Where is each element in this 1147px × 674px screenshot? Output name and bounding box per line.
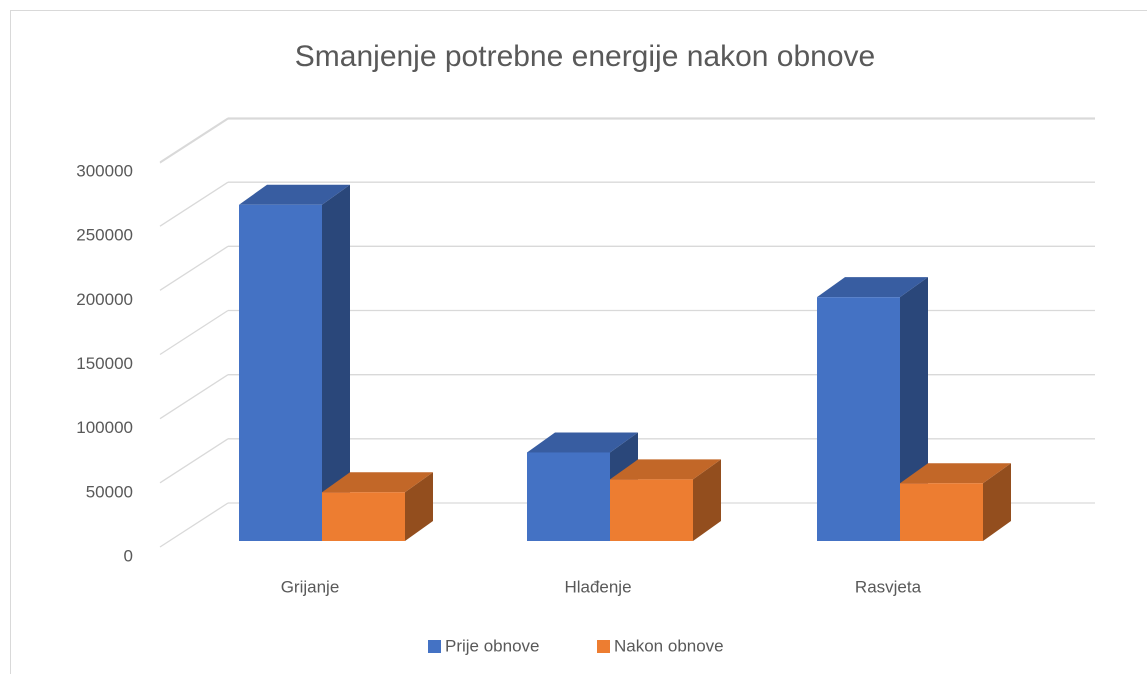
y-tick-label: 200000 [76, 290, 133, 309]
chart-title: Smanjenje potrebne energije nakon obnove [295, 40, 875, 73]
bar-side [405, 472, 433, 541]
x-tick-label: Rasvjeta [855, 577, 922, 596]
bar-top [527, 432, 638, 453]
grid-line-floor [159, 438, 229, 484]
bar-side [322, 184, 350, 541]
bar [817, 297, 900, 541]
bar [322, 492, 405, 541]
x-tick-label: Grijanje [281, 577, 340, 596]
y-tick-label: 100000 [76, 418, 133, 437]
x-tick-label: Hlađenje [564, 577, 631, 596]
y-tick-label: 150000 [76, 354, 133, 373]
grid-line-floor [159, 374, 229, 420]
bar [610, 479, 693, 541]
legend-swatch [597, 640, 610, 653]
bar-top [322, 472, 433, 493]
legend-label: Prije obnove [445, 636, 540, 655]
y-tick-label: 50000 [86, 482, 133, 501]
bar-top [239, 184, 350, 205]
legend-label: Nakon obnove [614, 636, 724, 655]
y-tick-label: 250000 [76, 226, 133, 245]
bar [900, 483, 983, 541]
bar-side [983, 463, 1011, 541]
grid-line-floor [159, 309, 229, 356]
wall-top-edge [159, 118, 229, 164]
bar [239, 204, 322, 541]
bar-top [900, 463, 1011, 484]
bar-top [817, 277, 928, 298]
grid-line-floor [159, 502, 229, 548]
bar-side [693, 459, 721, 541]
bar-top [610, 459, 721, 480]
bar [527, 452, 610, 541]
chart-frame [10, 10, 1147, 674]
y-tick-label: 300000 [76, 161, 133, 180]
grid-line-floor [159, 117, 229, 163]
y-tick-label: 0 [124, 546, 133, 565]
legend-swatch [428, 640, 441, 653]
grid-line-floor [159, 245, 229, 291]
grid-line-floor [159, 181, 229, 227]
